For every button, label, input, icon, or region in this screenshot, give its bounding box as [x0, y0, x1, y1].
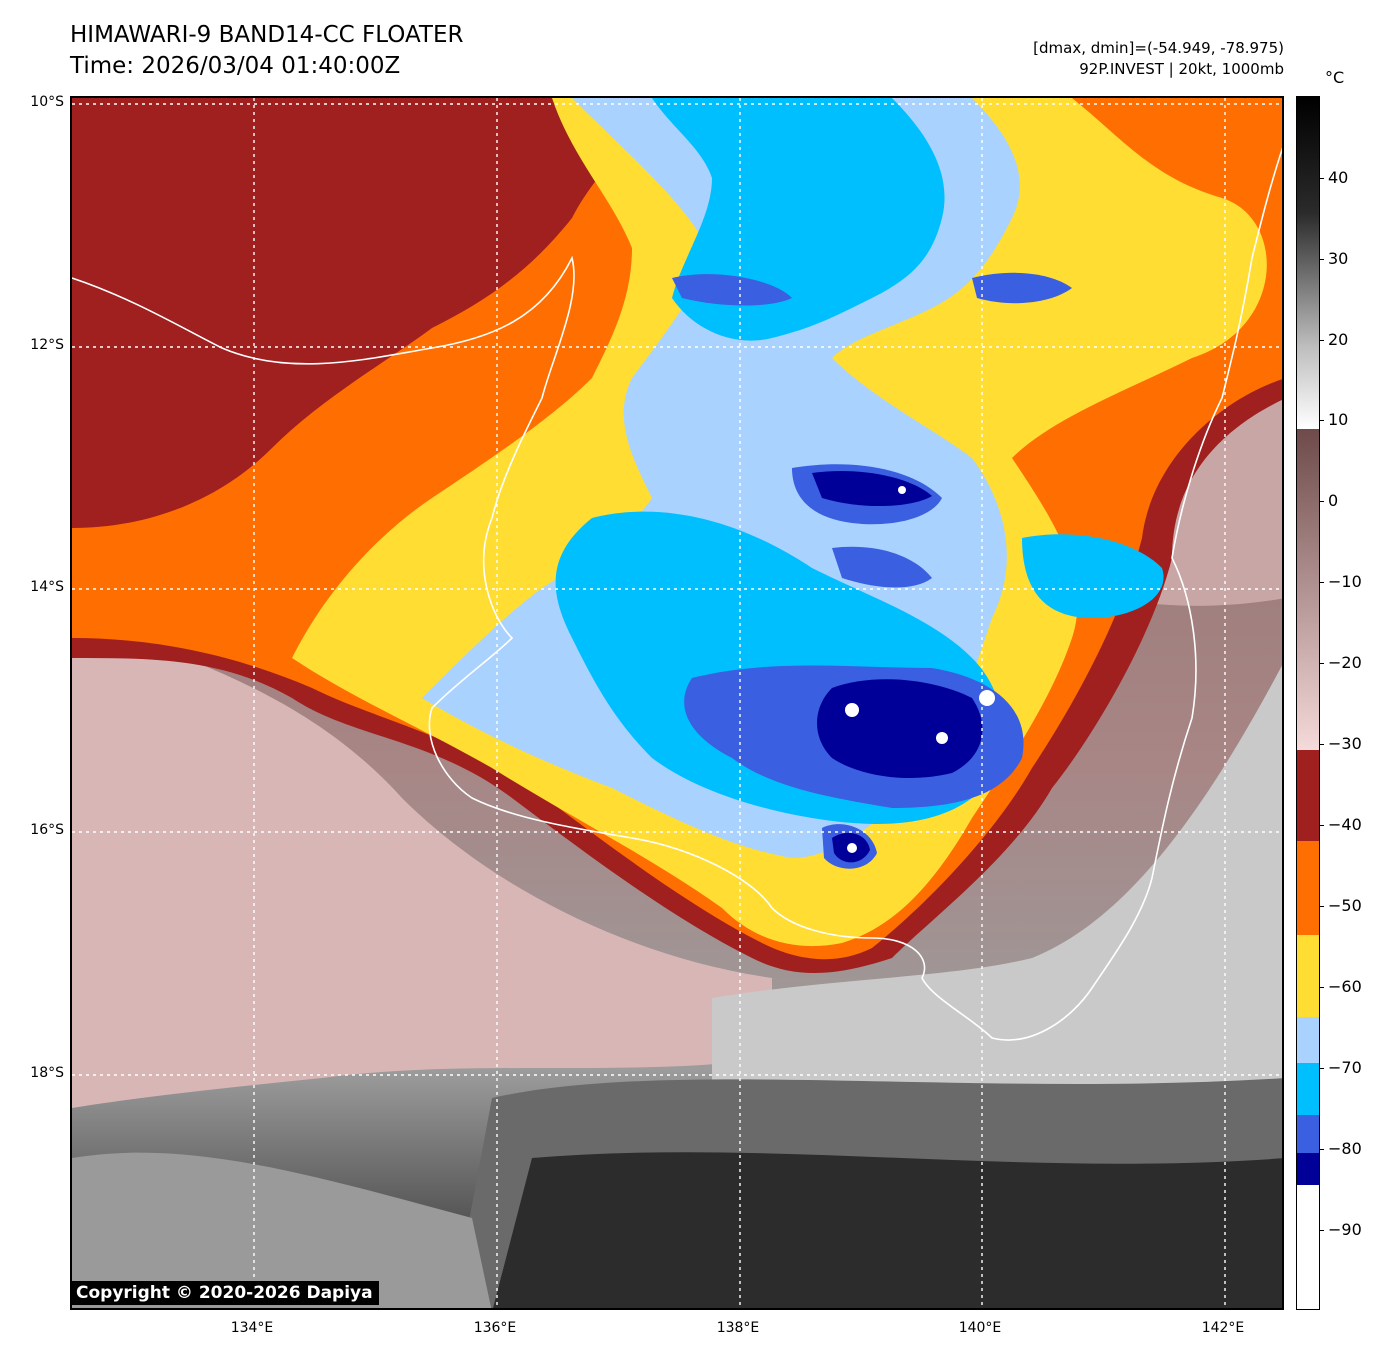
cbar-cyan — [1297, 1063, 1319, 1115]
colorbar-tick-label: −70 — [1328, 1058, 1362, 1077]
coastline — [72, 147, 1282, 1041]
colorbar-tick-label: −50 — [1328, 896, 1362, 915]
colorbar-tick-label: 30 — [1328, 249, 1349, 268]
colorbar-unit: °C — [1325, 68, 1345, 87]
lat-label: 16°S — [30, 822, 64, 838]
colorbar-tick-label: 0 — [1328, 491, 1339, 510]
lat-label: 10°S — [30, 94, 64, 110]
colorbar-tick-label: 40 — [1328, 168, 1349, 187]
lon-label: 136°E — [473, 1320, 517, 1336]
colorbar-tick-label: −60 — [1328, 977, 1362, 996]
colorbar — [1296, 96, 1320, 1310]
colorbar-tick-label: −80 — [1328, 1139, 1362, 1158]
chart-title: HIMAWARI-9 BAND14-CC FLOATER — [70, 22, 464, 48]
lon-label: 140°E — [958, 1320, 1002, 1336]
gray-cloud-region — [712, 665, 1282, 1099]
data-range: [dmax, dmin]=(-54.949, -78.975) — [1033, 39, 1284, 57]
deep-convection-core — [817, 679, 983, 778]
colorbar-tick-label: 10 — [1328, 410, 1349, 429]
pink-region — [72, 618, 772, 1108]
colorbar-tick-label: −30 — [1328, 734, 1362, 753]
satellite-imagery — [72, 98, 1282, 1308]
satellite-map — [70, 96, 1284, 1310]
colorbar-scale — [1297, 97, 1319, 1309]
lon-label: 142°E — [1201, 1320, 1245, 1336]
colorbar-tick-label: −20 — [1328, 653, 1362, 672]
lat-label: 14°S — [30, 579, 64, 595]
cbar-brown — [1297, 429, 1319, 750]
lat-label: 18°S — [30, 1065, 64, 1081]
colorbar-tick-label: −90 — [1328, 1220, 1362, 1239]
cbar-gray — [1297, 97, 1319, 429]
cbar-lightblue — [1297, 1017, 1319, 1063]
colorbar-tick-label: −10 — [1328, 572, 1362, 591]
cbar-deepblue — [1297, 1153, 1319, 1185]
cbar-royalblue — [1297, 1115, 1319, 1153]
cbar-yellow — [1297, 935, 1319, 1017]
cbar-red — [1297, 750, 1319, 841]
colorbar-tick-label: −40 — [1328, 815, 1362, 834]
colorbar-tick-label: 20 — [1328, 330, 1349, 349]
lon-label: 134°E — [230, 1320, 274, 1336]
chart-time: Time: 2026/03/04 01:40:00Z — [70, 53, 401, 79]
cbar-orange — [1297, 841, 1319, 935]
cbar-white — [1297, 1185, 1319, 1309]
storm-info: 92P.INVEST | 20kt, 1000mb — [1079, 60, 1284, 78]
copyright-notice: Copyright © 2020-2026 Dapiya — [70, 1281, 379, 1305]
lat-label: 12°S — [30, 337, 64, 353]
lon-label: 138°E — [716, 1320, 760, 1336]
